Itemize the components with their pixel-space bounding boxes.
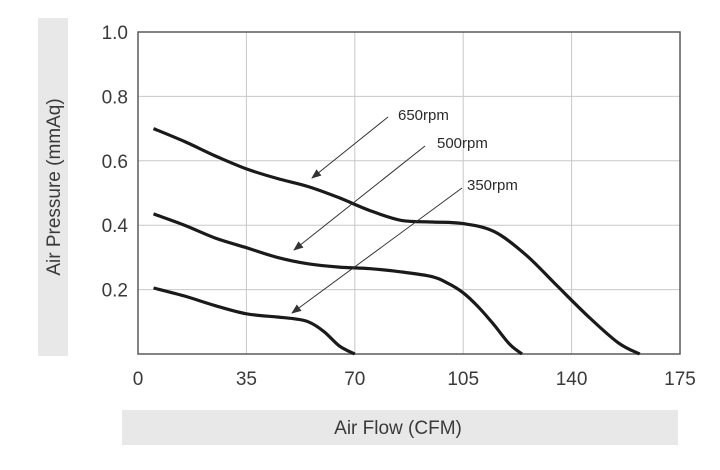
- x-tick-labels: 0 35 70 105 140 175: [133, 369, 696, 390]
- x-tick-label-5: 175: [664, 369, 696, 390]
- curve-500rpm: [152, 212, 523, 356]
- x-tick-label-2: 70: [344, 369, 365, 390]
- annotation-arrow-1: [293, 145, 426, 251]
- x-tick-label-4: 140: [556, 369, 588, 390]
- y-axis-title: Air Pressure (mmAq): [44, 98, 65, 275]
- annotation-arrow-0: [311, 116, 389, 179]
- x-tick-label-1: 35: [236, 369, 257, 390]
- annotation-label-2: 350rpm: [467, 177, 518, 194]
- plot-frame: [137, 31, 681, 355]
- y-tick-label-2: 0.6: [102, 152, 128, 173]
- x-tick-label-3: 105: [447, 369, 479, 390]
- x-axis-title: Air Flow (CFM): [334, 418, 462, 439]
- y-tick-label-4: 1.0: [102, 23, 128, 44]
- annotation-label-0: 650rpm: [398, 107, 449, 124]
- x-tick-label-0: 0: [133, 369, 144, 390]
- curve-650rpm: [152, 127, 641, 356]
- y-tick-label-0: 0.2: [102, 281, 128, 302]
- y-tick-label-3: 0.8: [102, 87, 128, 108]
- y-tick-labels: 0.2 0.4 0.6 0.8 1.0: [102, 23, 129, 302]
- annotation-arrow-2: [291, 187, 463, 314]
- xlabel-band: [122, 410, 678, 445]
- curves: [152, 127, 641, 356]
- plot-border: [137, 31, 681, 355]
- ylabel-band: [38, 18, 68, 356]
- curve-350rpm: [153, 286, 356, 356]
- y-tick-label-1: 0.4: [102, 216, 129, 237]
- annotations: 650rpm 500rpm 350rpm: [291, 107, 518, 314]
- annotation-label-1: 500rpm: [437, 135, 488, 152]
